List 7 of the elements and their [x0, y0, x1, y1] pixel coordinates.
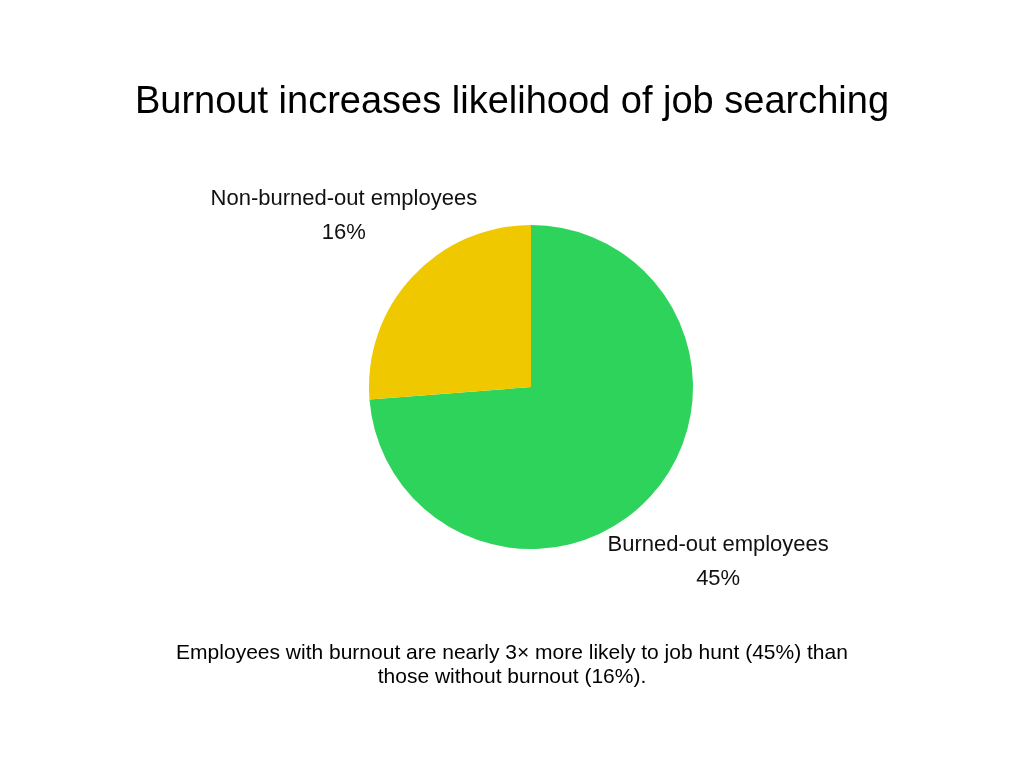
slice-label: Burned-out employees — [607, 531, 829, 557]
text: Employees with burnout are nearly 3× more likely to job hunt (45%) than those without burnout (16%). — [176, 640, 848, 687]
chart-title: Burnout increases likelihood of job searching — [134, 79, 890, 121]
data-label: 16% — [321, 218, 366, 244]
pie-slice — [369, 225, 531, 400]
slice-label: Non-burned-out employees — [210, 184, 478, 210]
data-label: 45% — [696, 565, 741, 591]
